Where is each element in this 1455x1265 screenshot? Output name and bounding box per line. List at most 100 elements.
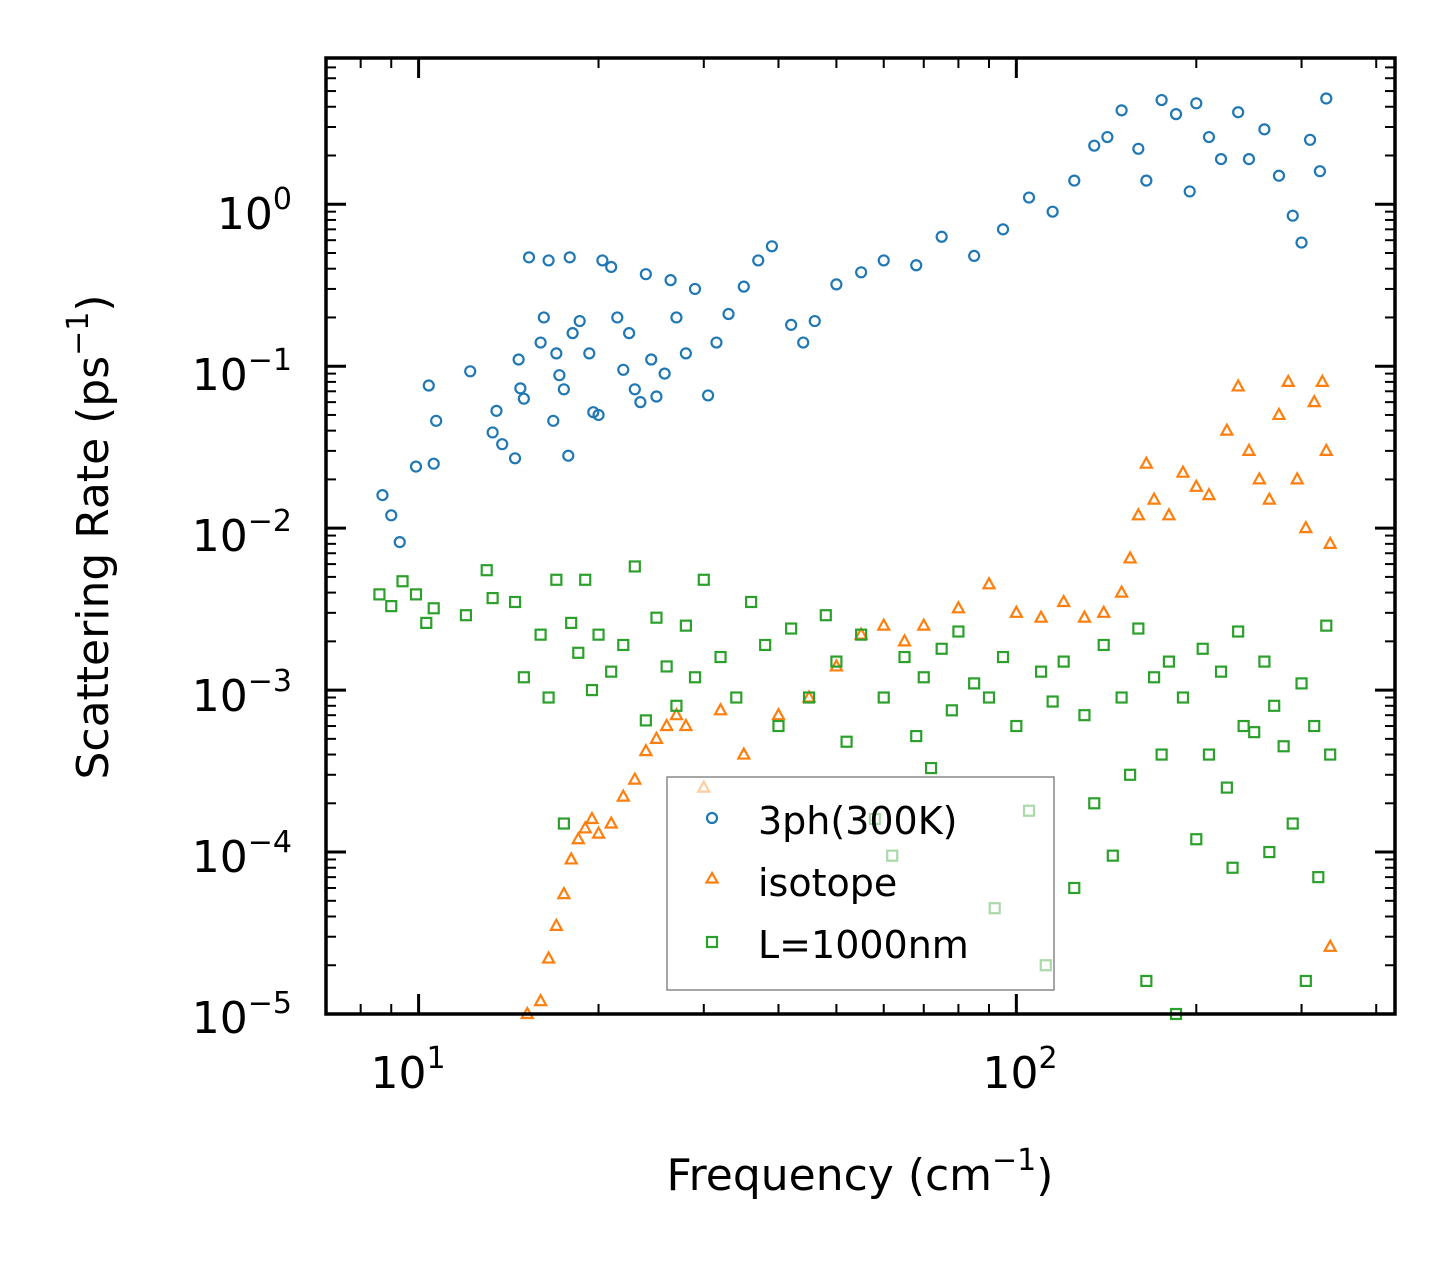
- data-point-triangle: [951, 600, 966, 614]
- data-point-square: [1162, 655, 1176, 668]
- data-point-square: [924, 761, 938, 775]
- data-point-circle: [1214, 153, 1228, 166]
- data-point-triangle: [1175, 464, 1191, 478]
- data-point-circle: [583, 347, 596, 360]
- data-point-square: [714, 650, 727, 664]
- data-point-circle: [855, 266, 868, 279]
- data-point-circle: [1202, 130, 1216, 144]
- data-point-square: [592, 628, 605, 641]
- data-point-square: [1115, 691, 1128, 704]
- data-point-square: [565, 616, 578, 629]
- data-point-triangle: [1322, 938, 1338, 952]
- data-point-square: [1140, 974, 1153, 988]
- data-point-triangle: [615, 788, 631, 802]
- data-point-square: [670, 699, 683, 712]
- data-point-triangle: [577, 820, 593, 834]
- legend-box: [666, 776, 1055, 991]
- data-point-square: [550, 573, 563, 586]
- data-point-circle: [611, 311, 624, 324]
- data-point-circle: [1190, 97, 1203, 110]
- y-tick-label-1e-3: 10−3: [192, 664, 292, 722]
- data-point-triangle: [584, 810, 600, 825]
- data-point-circle: [1140, 174, 1153, 187]
- data-point-square: [910, 729, 923, 743]
- data-point-circle: [534, 336, 547, 349]
- data-point-triangle: [638, 742, 654, 757]
- data-point-circle: [1132, 142, 1145, 155]
- data-point-circle: [1183, 185, 1196, 198]
- data-point-circle: [1232, 106, 1245, 119]
- data-point-circle: [710, 336, 723, 349]
- data-point-square: [1057, 655, 1070, 668]
- data-point-triangle: [1077, 609, 1092, 623]
- data-point-circle: [679, 347, 692, 360]
- data-point-circle: [830, 278, 843, 291]
- data-point-circle: [496, 438, 509, 451]
- data-point-circle: [623, 327, 636, 340]
- data-point-square: [679, 619, 692, 632]
- y-tick-label-1e0: 100: [217, 182, 292, 240]
- data-point-circle: [785, 318, 798, 331]
- data-point-square: [385, 600, 398, 613]
- data-point-square: [572, 646, 585, 659]
- data-point-circle: [573, 314, 586, 328]
- data-point-circle: [1088, 139, 1101, 152]
- data-point-square: [1202, 748, 1216, 761]
- data-point-square: [730, 691, 743, 704]
- data-point-square: [1263, 845, 1276, 859]
- data-point-circle: [393, 536, 406, 549]
- data-point-triangle: [1114, 584, 1129, 598]
- data-point-square: [1106, 849, 1119, 862]
- data-point-square: [480, 564, 493, 577]
- data-point-circle: [658, 367, 671, 380]
- data-point-square: [1196, 642, 1209, 655]
- data-point-circle: [645, 353, 658, 366]
- data-point-square: [688, 671, 702, 684]
- data-point-triangle: [556, 885, 572, 900]
- data-point-circle: [1313, 165, 1327, 178]
- data-point-square: [1155, 748, 1168, 761]
- data-point-triangle: [669, 706, 684, 721]
- data-point-square: [1226, 861, 1239, 874]
- data-point-square: [819, 609, 832, 622]
- data-point-circle: [553, 369, 566, 382]
- data-point-square: [1268, 699, 1281, 712]
- data-point-triangle: [1056, 593, 1072, 608]
- data-point-square: [1176, 691, 1190, 704]
- data-point-triangle: [897, 633, 912, 647]
- data-point-triangle: [1033, 609, 1049, 623]
- plot-frame: [324, 56, 1397, 1016]
- data-point-circle: [596, 254, 609, 267]
- data-point-circle: [1155, 93, 1168, 107]
- data-point-square: [1088, 797, 1101, 810]
- data-point-circle: [670, 311, 683, 324]
- data-point-square: [1277, 740, 1290, 753]
- data-point-circle: [996, 223, 1010, 236]
- data-point-circle: [490, 404, 503, 417]
- data-point-triangle: [541, 950, 556, 964]
- data-point-circle: [1068, 174, 1081, 187]
- data-point-circle: [1169, 108, 1183, 121]
- data-point-triangle: [1138, 455, 1154, 469]
- data-point-square: [830, 655, 843, 668]
- data-point-triangle: [1318, 442, 1334, 456]
- data-point-square: [1010, 719, 1023, 733]
- data-point-square: [1214, 665, 1228, 678]
- data-point-square: [759, 638, 772, 652]
- data-point-circle: [427, 457, 440, 470]
- data-point-square: [935, 642, 948, 655]
- data-point-circle: [1303, 133, 1317, 146]
- data-point-square: [396, 575, 409, 588]
- data-point-square: [1237, 719, 1250, 733]
- data-point-triangle: [1219, 422, 1235, 436]
- data-point-square: [557, 817, 570, 830]
- data-point-square: [579, 573, 592, 586]
- data-point-triangle: [591, 825, 606, 839]
- data-point-square: [1312, 871, 1325, 884]
- data-point-circle: [1115, 104, 1128, 117]
- data-point-circle: [1295, 236, 1308, 249]
- data-point-triangle: [916, 617, 932, 631]
- y-tick-label-1e-1: 10−1: [192, 343, 292, 401]
- data-point-square: [745, 595, 758, 609]
- data-point-triangle: [603, 815, 619, 829]
